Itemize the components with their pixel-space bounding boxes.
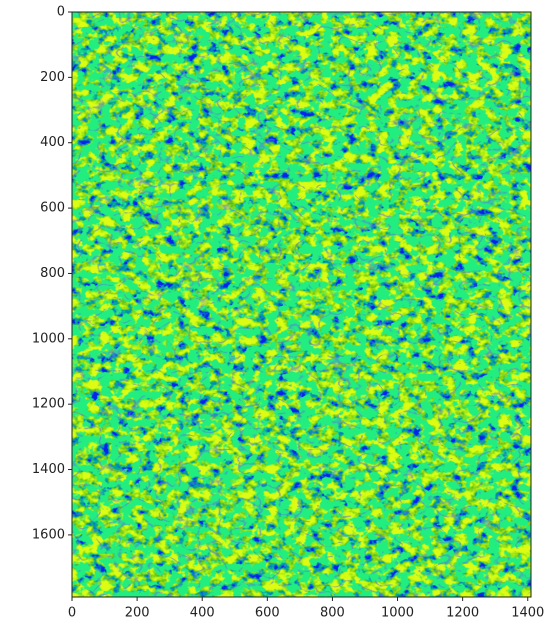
y-tick-label: 1000 (32, 331, 65, 346)
y-tick-label: 0 (57, 5, 65, 20)
x-tick-label: 1400 (511, 606, 544, 621)
x-tick-label: 0 (68, 606, 76, 621)
y-tick-label: 800 (40, 266, 65, 281)
x-tick-label: 400 (190, 606, 215, 621)
x-tick-label: 600 (255, 606, 280, 621)
x-tick-label: 1200 (446, 606, 479, 621)
y-tick-label: 1200 (32, 397, 65, 412)
x-tick-label: 200 (125, 606, 150, 621)
chart: 0 200 400 600 800 1000 1200 1400 0 200 400 600 800 10… (0, 0, 559, 628)
y-tick-label: 600 (40, 201, 65, 216)
y-tick-label: 1400 (32, 462, 65, 477)
image-texture (72, 12, 531, 597)
y-tick-label: 1600 (32, 527, 65, 542)
y-tick-label: 200 (40, 70, 65, 85)
y-tick-label: 400 (40, 135, 65, 150)
x-tick-label: 1000 (381, 606, 414, 621)
x-tick-label: 800 (320, 606, 345, 621)
